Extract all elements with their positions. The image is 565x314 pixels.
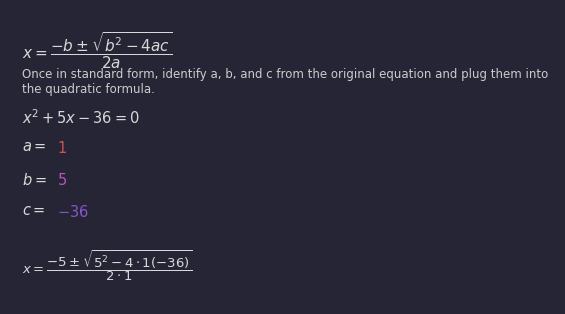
Text: $x = \dfrac{-5 \pm \sqrt{5^2 - 4 \cdot 1(-36)}}{2 \cdot 1}$: $x = \dfrac{-5 \pm \sqrt{5^2 - 4 \cdot 1…	[22, 248, 192, 283]
Text: $b = $: $b = $	[22, 172, 47, 188]
Text: Once in standard form, identify a, b, and c from the original equation and plug : Once in standard form, identify a, b, an…	[22, 68, 548, 96]
Text: $5$: $5$	[57, 172, 67, 188]
Text: $x^2 + 5x - 36 = 0$: $x^2 + 5x - 36 = 0$	[22, 108, 140, 127]
Text: $1$: $1$	[57, 140, 67, 156]
Text: $c = $: $c = $	[22, 204, 46, 218]
Text: $a = $: $a = $	[22, 140, 46, 154]
Text: $-36$: $-36$	[57, 204, 89, 220]
Text: $x = \dfrac{-b \pm \sqrt{b^2 - 4ac}}{2a}$: $x = \dfrac{-b \pm \sqrt{b^2 - 4ac}}{2a}…	[22, 30, 172, 71]
